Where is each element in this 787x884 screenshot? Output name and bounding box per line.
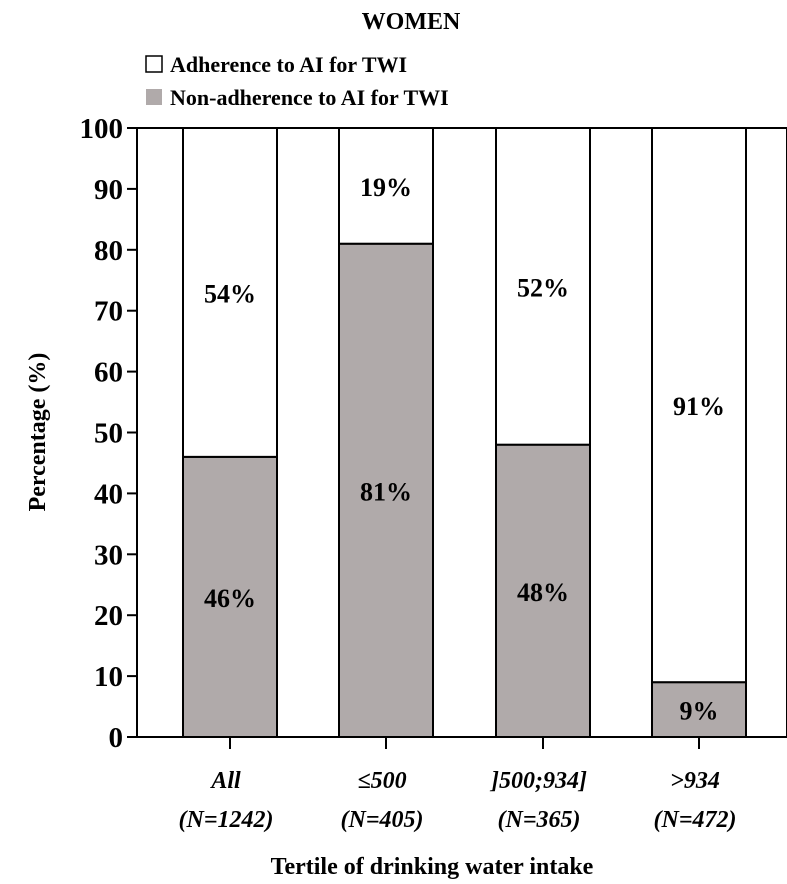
x-tick-label: All <box>209 768 241 794</box>
bar-adherence <box>651 127 747 684</box>
y-tick-label: 0 <box>109 722 124 754</box>
bar-adherence <box>338 127 434 245</box>
legend: Adherence to AI for TWI Non-adherence to… <box>145 52 449 110</box>
bar-non-adherence <box>495 443 591 738</box>
data-label: 54% <box>204 279 256 308</box>
data-label: 48% <box>517 578 569 607</box>
x-tick-sample-size: (N=405) <box>341 807 424 833</box>
y-tick-label: 50 <box>94 418 123 450</box>
x-tick-sample-size: (N=365) <box>498 807 581 833</box>
y-axis-label: Percentage (%) <box>25 353 51 512</box>
y-tick-label: 10 <box>94 661 123 693</box>
data-label: 81% <box>360 477 412 506</box>
bar-non-adherence <box>338 242 434 739</box>
x-tick-sample-size: (N=1242) <box>179 807 274 833</box>
x-axis-label: Tertile of drinking water intake <box>271 854 594 880</box>
data-label: 19% <box>360 173 412 202</box>
y-axis: 0 10 20 30 40 50 60 70 80 90 100 <box>80 113 137 754</box>
data-label: 52% <box>517 273 569 302</box>
y-tick-label: 80 <box>94 235 123 267</box>
data-label: 9% <box>680 697 719 726</box>
data-label: 91% <box>673 392 725 421</box>
y-tick-label: 20 <box>94 600 123 632</box>
x-tick-label: >934 <box>670 768 720 794</box>
legend-swatch-non-adherence <box>146 89 162 105</box>
bar-adherence <box>182 127 278 458</box>
x-tick-label: ]500;934] <box>489 768 587 794</box>
plot-frame <box>136 127 787 738</box>
data-label: 46% <box>204 584 256 613</box>
x-axis: All (N=1242) ≤500 (N=405) ]500;934] (N=365) >9… <box>179 737 737 833</box>
y-tick-label: 90 <box>94 174 123 206</box>
legend-swatch-adherence <box>145 55 163 73</box>
y-tick-label: 70 <box>94 296 123 328</box>
bar-non-adherence <box>182 455 278 738</box>
legend-label-non-adherence: Non-adherence to AI for TWI <box>170 85 449 110</box>
y-tick-label: 30 <box>94 539 123 571</box>
legend-label-adherence: Adherence to AI for TWI <box>170 52 407 77</box>
y-tick-label: 40 <box>94 478 123 510</box>
chart-title: WOMEN <box>362 9 461 35</box>
bars: 46% 54% 81% 19% 48% 52% 9% 91% <box>182 127 747 739</box>
y-tick-label: 60 <box>94 357 123 389</box>
x-tick-label: ≤500 <box>357 768 406 794</box>
x-tick-sample-size: (N=472) <box>654 807 737 833</box>
y-tick-label: 100 <box>80 113 124 145</box>
